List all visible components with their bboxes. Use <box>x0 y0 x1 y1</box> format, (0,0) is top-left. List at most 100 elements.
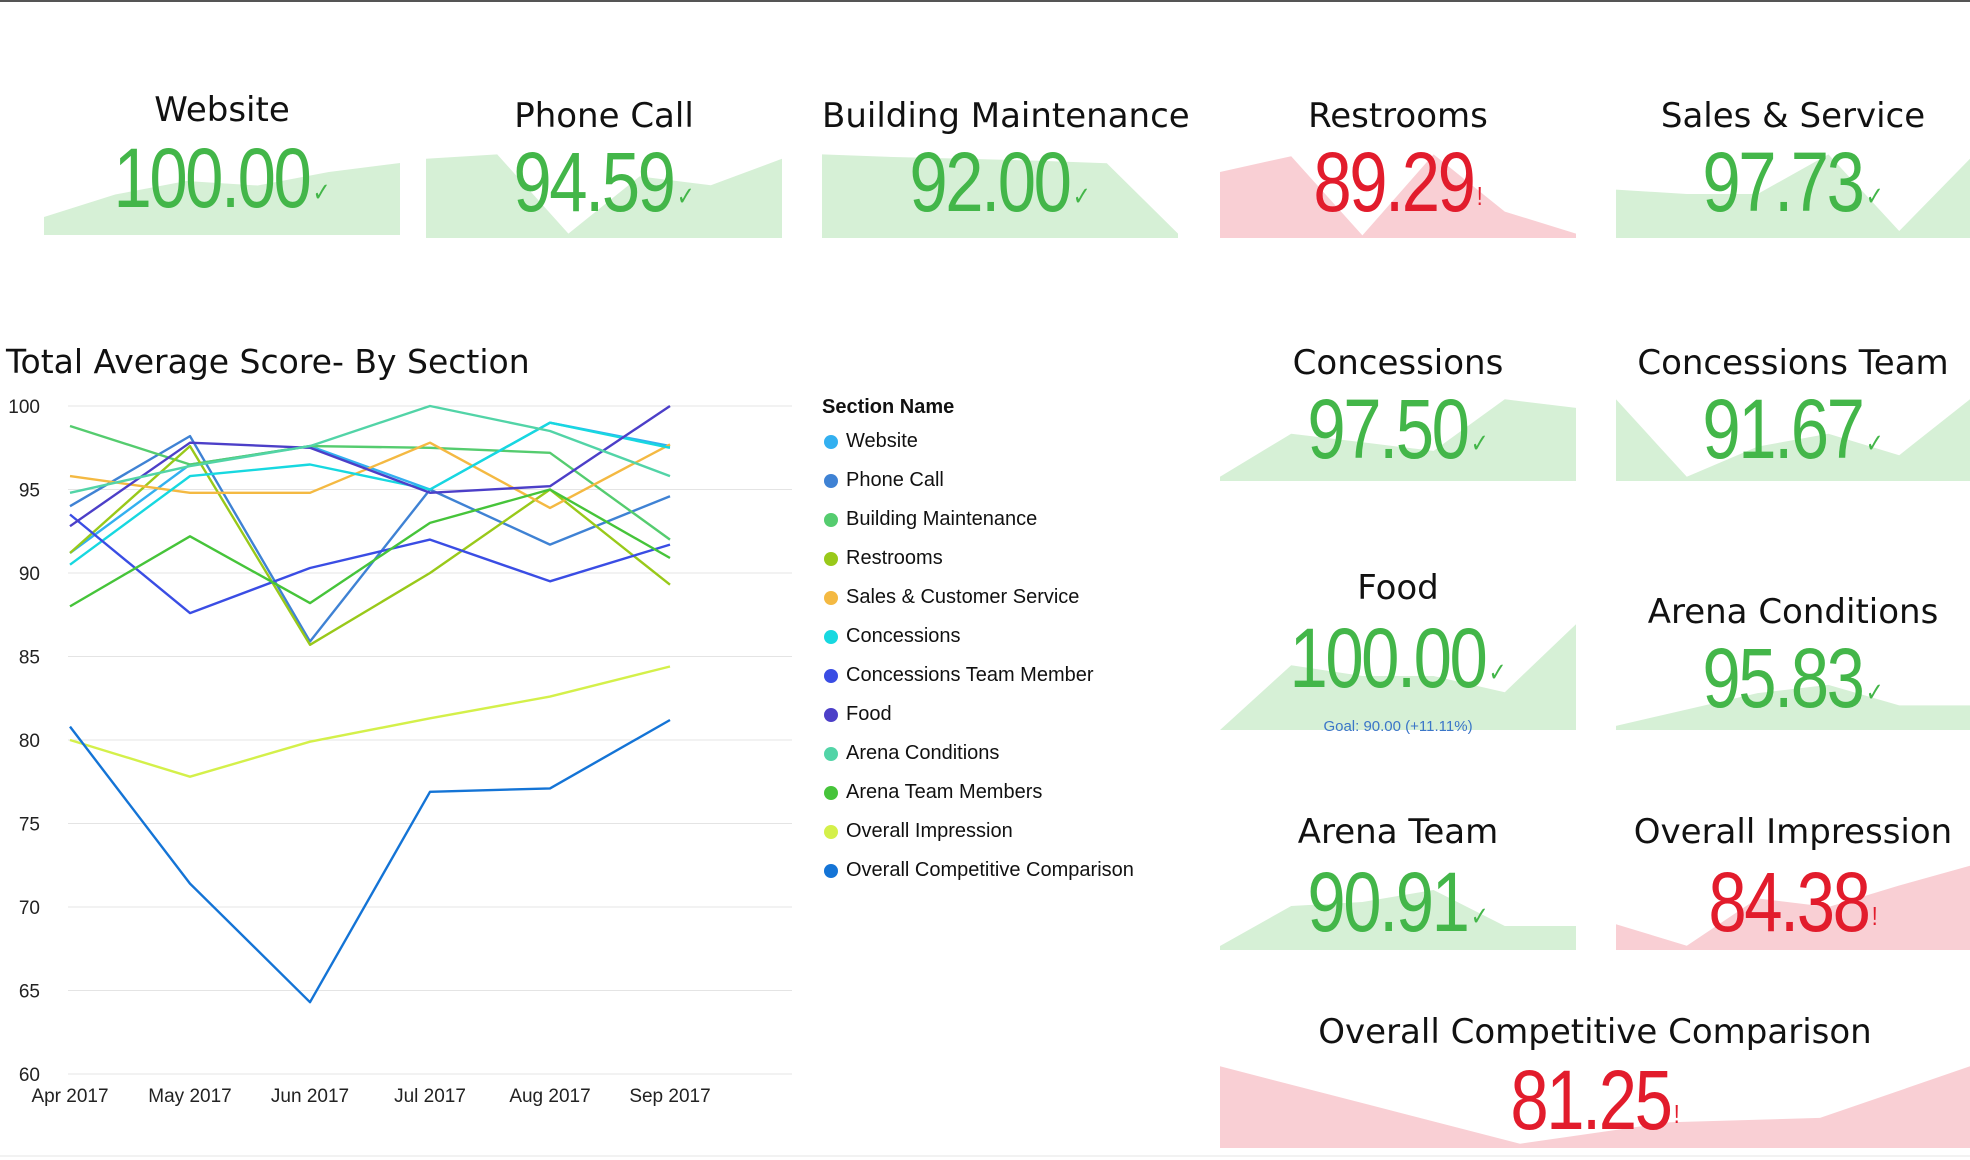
legend-item[interactable]: Concessions Team Member <box>822 664 1134 703</box>
kpi-trend-area <box>822 154 1178 238</box>
checkmark-icon: ✓ <box>1470 901 1489 931</box>
legend-marker-icon <box>824 474 838 488</box>
checkmark-icon: ✓ <box>1072 181 1091 211</box>
checkmark-icon: ✓ <box>312 177 331 207</box>
kpi-card-overall-competitive-comparison[interactable]: Overall Competitive Comparison 81.25! <box>1220 1000 1970 1148</box>
legend-marker-icon <box>824 591 838 605</box>
legend-label: Arena Team Members <box>846 781 1043 803</box>
series-line-arena-team-members[interactable] <box>69 488 671 608</box>
kpi-trend-area <box>44 163 400 235</box>
kpi-card-restrooms[interactable]: Restrooms 89.29! <box>1220 66 1576 238</box>
checkmark-icon: ✓ <box>1865 428 1884 458</box>
checkmark-icon: ✓ <box>1865 181 1884 211</box>
legend-marker-icon <box>824 435 838 449</box>
kpi-goal: Goal: 90.00 (+11.11%) <box>1323 718 1473 735</box>
legend-label: Concessions <box>846 625 961 647</box>
series-line-overall-competitive-comparison[interactable] <box>69 718 671 1004</box>
kpi-card-food[interactable]: Food 100.00 ✓ Goal: 90.00 (+11.11%) <box>1220 560 1576 735</box>
y-tick-label: 85 <box>19 648 40 669</box>
legend-label: Concessions Team Member <box>846 664 1094 686</box>
y-tick-label: 60 <box>19 1065 40 1086</box>
alert-icon: ! <box>1476 181 1483 211</box>
x-tick-label: Sep 2017 <box>629 1086 710 1107</box>
legend-marker-icon <box>824 552 838 566</box>
line-chart: 60 65 70 75 80 85 90 95 100 Apr 2017 May 2017 Jun 2… <box>8 397 792 1107</box>
legend-label: Restrooms <box>846 547 943 569</box>
legend-marker-icon <box>824 708 838 722</box>
x-tick-label: May 2017 <box>148 1086 231 1107</box>
kpi-card-phone-call[interactable]: Phone Call 94.59 ✓ <box>426 66 782 238</box>
kpi-value: 94.59 ✓ <box>458 134 750 231</box>
checkmark-icon: ✓ <box>1865 677 1884 707</box>
kpi-card-concessions-team[interactable]: Concessions Team 91.67 ✓ <box>1616 313 1970 481</box>
legend-marker-icon <box>824 747 838 761</box>
kpi-value-number: 94.59 <box>513 135 676 229</box>
kpi-value: 89.29! <box>1252 134 1544 231</box>
kpi-title: Restrooms <box>1308 96 1488 136</box>
legend-item[interactable]: Restrooms <box>822 547 1134 586</box>
legend-item[interactable]: Website <box>822 430 1134 469</box>
legend-title: Section Name <box>822 396 955 418</box>
kpi-value-number: 89.29 <box>1313 135 1476 229</box>
legend-item[interactable]: Overall Impression <box>822 820 1134 859</box>
alert-icon: ! <box>1871 901 1878 931</box>
kpi-title: Overall Impression <box>1633 812 1953 852</box>
kpi-trend-area <box>1616 684 1970 730</box>
kpi-trend-area <box>1220 890 1576 950</box>
legend-marker-icon <box>824 825 838 839</box>
kpi-trend-area <box>1616 399 1970 481</box>
kpi-value: 97.50 ✓ <box>1252 381 1544 478</box>
kpi-card-building-maintenance[interactable]: Building Maintenance 92.00 ✓ <box>822 66 1190 238</box>
y-tick-label: 95 <box>19 481 40 502</box>
series-line-arena-conditions[interactable] <box>69 404 671 494</box>
bottom-border <box>0 1155 1970 1157</box>
series-line-overall-impression[interactable] <box>69 665 671 778</box>
y-tick-label: 70 <box>19 898 40 919</box>
legend-marker-icon <box>824 630 838 644</box>
series-line-phone-call[interactable] <box>69 434 671 643</box>
series-line-restrooms[interactable] <box>69 444 671 647</box>
kpi-title: Concessions Team <box>1637 343 1949 383</box>
y-tick-label: 75 <box>19 815 40 836</box>
legend-item[interactable]: Phone Call <box>822 469 1134 508</box>
kpi-trend-area <box>1616 865 1970 950</box>
legend-item[interactable]: Arena Team Members <box>822 781 1134 820</box>
kpi-title: Phone Call <box>514 96 694 136</box>
series-line-concessions[interactable] <box>69 421 671 566</box>
window-top-border <box>0 0 1970 2</box>
kpi-value: 100.00 ✓ <box>76 130 368 227</box>
checkmark-icon: ✓ <box>1488 657 1507 687</box>
kpi-card-overall-impression[interactable]: Overall Impression 84.38! <box>1616 800 1970 950</box>
legend-item[interactable]: Concessions <box>822 625 1134 664</box>
legend-label: Building Maintenance <box>846 508 1038 530</box>
kpi-value-number: 81.25 <box>1510 1053 1673 1147</box>
legend-item[interactable]: Building Maintenance <box>822 508 1134 547</box>
legend-item[interactable]: Food <box>822 703 1134 742</box>
y-tick-label: 90 <box>19 564 40 585</box>
kpi-value: 90.91 ✓ <box>1252 854 1544 951</box>
kpi-card-sales-service[interactable]: Sales & Service 97.73 ✓ <box>1616 66 1970 238</box>
chart-legend: Section Name Website Phone Call Building M… <box>822 396 1134 898</box>
kpi-card-arena-conditions[interactable]: Arena Conditions 95.83 ✓ <box>1616 560 1970 730</box>
series-line-food[interactable] <box>69 405 671 528</box>
y-tick-label: 80 <box>19 731 40 752</box>
legend-label: Food <box>846 703 892 725</box>
series-line-concessions-team-member[interactable] <box>69 513 671 615</box>
kpi-card-concessions[interactable]: Concessions 97.50 ✓ <box>1220 313 1576 481</box>
x-tick-label: Apr 2017 <box>31 1086 108 1107</box>
legend-item[interactable]: Overall Competitive Comparison <box>822 859 1134 898</box>
series-line-building-maintenance[interactable] <box>69 424 671 541</box>
legend-item[interactable]: Arena Conditions <box>822 742 1134 781</box>
legend-label: Sales & Customer Service <box>846 586 1080 608</box>
kpi-card-arena-team[interactable]: Arena Team 90.91 ✓ <box>1220 800 1576 950</box>
kpi-value: 95.83 ✓ <box>1648 630 1938 727</box>
legend-label: Website <box>846 430 918 452</box>
kpi-value: 91.67 ✓ <box>1648 381 1938 478</box>
kpi-value-number: 100.00 <box>113 131 311 225</box>
checkmark-icon: ✓ <box>1470 428 1489 458</box>
legend-item[interactable]: Sales & Customer Service <box>822 586 1134 625</box>
kpi-trend-area <box>1220 624 1576 730</box>
kpi-value-number: 97.73 <box>1702 135 1865 229</box>
legend-marker-icon <box>824 669 838 683</box>
kpi-card-website[interactable]: Website 100.00 ✓ <box>44 60 400 235</box>
